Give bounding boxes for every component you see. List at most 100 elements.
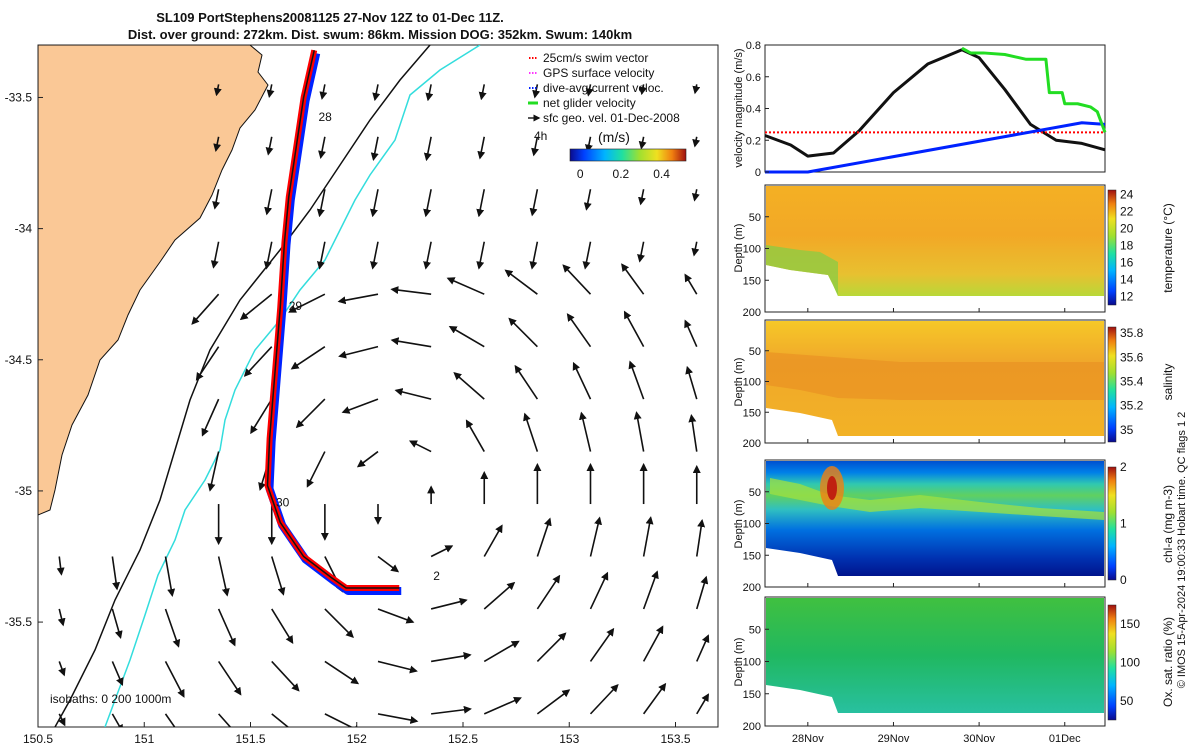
velocity-arrow [589,627,615,662]
depth-tick-label: 100 [743,244,761,256]
colorbar-tick-label: 35.4 [1120,374,1144,388]
velocity-arrow [316,241,326,270]
velocity-arrow [111,556,121,591]
velocity-panel: 0 0.2 0.4 0.6 0.8 velocity magnitude (m/s) [733,40,1107,179]
chlorophyll-colorbar [1107,466,1117,581]
velocity-arrow [377,608,415,624]
velocity-arrow [483,640,520,663]
velocity-arrow [58,713,66,727]
depth-tick-label: 150 [743,407,761,419]
colorbar-tick-label: 35 [1120,423,1134,437]
map-y-tick-label: -33.5 [5,90,33,104]
velocity-arrow [210,241,220,269]
velocity-arrow [430,597,468,610]
colorbar-tick-label: 50 [1120,694,1134,708]
velocity-series-line [764,48,1106,158]
velocity-arrow [642,516,654,557]
velocity-arrow [337,293,379,305]
velocity-arrow [390,337,432,348]
velocity-arrow [695,575,709,610]
date-tick-label: 01Dec [1049,733,1081,745]
velocity-arrow [111,608,123,639]
oxygen-field [766,598,1104,713]
velocity-arrow [692,84,701,95]
velocity-arrow [338,345,379,359]
depth-tick-label: 100 [743,657,761,669]
colorbar-label: (m/s) [598,129,630,145]
velocity-arrow [377,660,418,674]
velocity-arrow [696,634,710,662]
depth-tick-label: 200 [743,307,761,319]
velocity-arrow [483,581,516,610]
velocity-y-tick-label: 0.8 [746,40,761,52]
velocity-arrow [639,84,647,96]
date-tick-label: 29Nov [878,733,910,745]
velocity-arrow [536,632,567,662]
velocity-arrow [478,84,487,101]
map-y-tick-label: -34.5 [5,353,33,367]
velocity-arrow [628,360,645,400]
chlorophyll-core [827,476,837,500]
map-x-ticks: 150.5 151 151.5 152 152.5 153 153.5 [23,722,691,746]
velocity-arrow [691,241,700,257]
colorbar-tick-label: 1 [1120,517,1127,531]
velocity-arrow [213,136,222,152]
depth-ticks: 50 100 150 200 50 100 150 200 50 100 150 200 50 100 15… [743,212,769,733]
velocity-arrow [164,556,176,597]
map-panel: 150.5 151 151.5 152 152.5 153 153.5 -33.5-34-3… [5,44,719,746]
velocity-arrow [688,414,698,452]
velocity-arrow [377,555,400,573]
depth-tick-label: 50 [749,346,761,358]
velocity-arrow [562,264,592,295]
velocity-arrow [430,545,454,558]
chlorophyll-max-band [770,478,1104,520]
velocity-arrow [638,189,646,206]
velocity-series-line [765,121,1106,174]
velocity-arrow [201,398,220,437]
velocity-arrow [111,661,124,687]
velocity-arrow [638,136,647,150]
velocity-arrow [508,317,538,348]
map-y-ticks: -33.5 -34 -34.5 -35 -35.5 [5,90,43,629]
depth-tick-label: 100 [743,519,761,531]
velocity-arrow [476,189,486,218]
velocity-arrow [377,713,419,724]
velocity-arrow [390,286,432,295]
depth-tick-label: 50 [749,487,761,499]
colorbar-tick-label: 150 [1120,617,1140,631]
velocity-arrow [585,84,594,97]
depth-tick-label: 50 [749,212,761,224]
temperature-ylabel: Depth (m) [733,224,745,273]
velocity-arrow [271,660,300,692]
velocity-y-tick-label: 0.4 [746,104,761,116]
velocity-arrow [111,713,124,727]
colorbar-tick-label: 35.2 [1120,399,1144,413]
velocity-arrow [164,713,176,727]
legend-label: 25cm/s swim vector [543,51,648,65]
depth-tick-label: 200 [743,582,761,594]
salinity-panel: Depth (m) salinity [733,319,1175,444]
velocity-arrow [324,608,354,639]
velocity-arrow [536,517,552,557]
surface-velocity-arrows [56,84,710,727]
velocity-arrow [566,313,592,348]
salinity-ylabel: Depth (m) [733,358,745,407]
map-x-tick-label: 152.5 [448,732,478,746]
velocity-arrow [324,713,362,727]
velocity-arrow [288,293,326,313]
colorbar-tick-label: 2 [1120,460,1127,474]
velocity-arrow [425,84,434,102]
velocity-arrow [465,419,485,452]
velocity-arrow [523,412,539,452]
velocity-arrow [483,524,503,557]
velocity-arrow [370,241,379,270]
velocity-arrow [218,713,232,727]
temperature-colorbar [1107,189,1117,306]
velocity-arrow [164,608,181,648]
velocity-series [764,46,1107,174]
velocity-arrow [408,440,432,453]
velocity-arrow [56,556,65,576]
oxygen-cbar-label: Ox. sat. ratio (%) [1161,617,1175,707]
velocity-arrow [264,189,273,216]
velocity-arrow [529,189,539,217]
